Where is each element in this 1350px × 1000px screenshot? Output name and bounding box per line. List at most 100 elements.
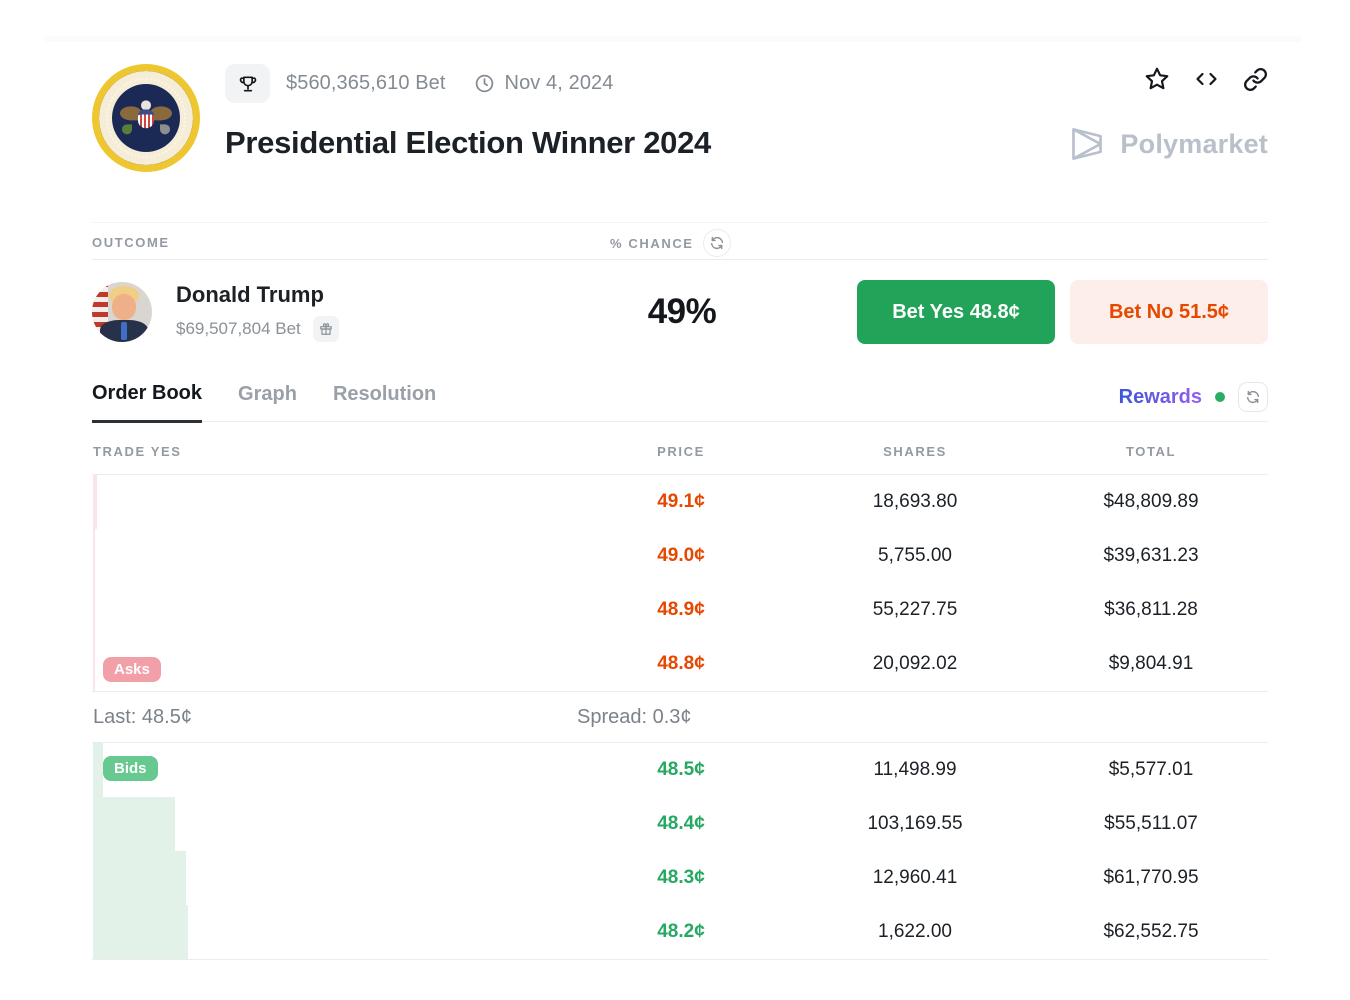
presidential-seal-avatar [92, 64, 200, 172]
ask-row[interactable]: 48.8¢ 20,092.02 $9,804.91 [92, 637, 1268, 691]
order-total: $48,809.89 [1103, 491, 1199, 512]
order-price: 49.0¢ [657, 545, 705, 566]
order-shares: 11,498.99 [873, 759, 957, 780]
order-shares: 18,693.80 [872, 491, 958, 512]
chance-column-label: % CHANCE [610, 235, 694, 251]
market-volume: $560,365,610 Bet [286, 72, 446, 94]
clock-icon [474, 73, 495, 94]
order-total: $62,552.75 [1103, 921, 1199, 942]
trade-yes-label: TRADE YES [93, 444, 182, 459]
order-price: 48.3¢ [657, 867, 705, 888]
ask-row[interactable]: 48.9¢ 55,227.75 $36,811.28 [92, 583, 1268, 637]
seal-dotted-ring [106, 78, 186, 158]
polymarket-brand[interactable]: Polymarket [1068, 126, 1268, 162]
rewards-link[interactable]: Rewards [1118, 385, 1202, 408]
order-total: $55,511.07 [1104, 813, 1198, 834]
embed-code-icon[interactable] [1193, 67, 1220, 91]
order-total: $61,770.95 [1103, 867, 1199, 888]
chance-value: 49% [647, 292, 717, 331]
candidate-name: Donald Trump [176, 282, 324, 307]
order-total: $5,577.01 [1108, 759, 1194, 780]
bet-buttons: Bet Yes 48.8¢ Bet No 51.5¢ [857, 280, 1268, 344]
order-price: 49.1¢ [657, 491, 705, 512]
refresh-chance-button[interactable] [702, 229, 731, 257]
order-shares: 55,227.75 [872, 599, 958, 620]
outcome-header-row: OUTCOME % CHANCE [92, 222, 1268, 260]
depth-bar [93, 797, 175, 851]
spread-value: Spread: 0.3¢ [577, 706, 692, 728]
market-header: $560,365,610 Bet Nov 4, 2024 Presidentia… [92, 60, 1268, 178]
top-divider [44, 36, 1302, 42]
order-total: $36,811.28 [1104, 599, 1198, 620]
bet-no-button[interactable]: Bet No 51.5¢ [1070, 280, 1268, 344]
asks-section: Asks 49.1¢ 18,693.80 $48,809.89 49.0¢ 5,755.… [92, 474, 1268, 691]
bet-yes-button[interactable]: Bet Yes 48.8¢ [857, 280, 1055, 344]
bid-row[interactable]: 48.4¢ 103,169.55 $55,511.07 [92, 797, 1268, 851]
tab-resolution[interactable]: Resolution [332, 383, 437, 405]
rewards-active-dot [1215, 392, 1225, 402]
order-price: 48.9¢ [657, 599, 705, 620]
market-meta-row: $560,365,610 Bet Nov 4, 2024 [225, 64, 1268, 103]
order-price: 48.8¢ [657, 653, 705, 674]
olive-branch [122, 124, 132, 135]
last-price: Last: 48.5¢ [93, 706, 192, 728]
outcome-info: Donald Trump $69,507,804 Bet [176, 282, 339, 342]
header-main: $560,365,610 Bet Nov 4, 2024 Presidentia… [225, 60, 1268, 161]
outcome-row: Donald Trump $69,507,804 Bet 49% Bet Yes… [92, 260, 1268, 364]
depth-bar [93, 851, 186, 905]
order-price: 48.2¢ [657, 921, 705, 942]
order-shares: 12,960.41 [872, 867, 958, 888]
refresh-book-button[interactable] [1238, 382, 1268, 412]
market-card: $560,365,610 Bet Nov 4, 2024 Presidentia… [92, 60, 1268, 960]
depth-bar [93, 637, 95, 691]
bid-row[interactable]: 48.2¢ 1,622.00 $62,552.75 [92, 905, 1268, 959]
arrows-bundle [160, 124, 170, 135]
eagle-right-wing [150, 106, 172, 121]
header-right: Polymarket [1068, 66, 1268, 162]
last-spread-row: Last: 48.5¢ Spread: 0.3¢ [92, 691, 1268, 742]
order-book-header: TRADE YES PRICE SHARES TOTAL [92, 422, 1268, 474]
bid-row[interactable]: 48.5¢ 11,498.99 $5,577.01 [92, 743, 1268, 797]
tabs-row: Order Book Graph Resolution Rewards [92, 374, 1268, 423]
tab-graph[interactable]: Graph [238, 383, 297, 405]
order-total: $9,804.91 [1108, 653, 1194, 674]
market-date-group: Nov 4, 2024 [474, 72, 614, 95]
polymarket-logo-icon [1068, 126, 1106, 162]
market-end-date: Nov 4, 2024 [504, 72, 614, 94]
eagle-head [141, 100, 151, 111]
candidate-volume-group: $69,507,804 Bet [176, 316, 339, 342]
order-shares: 1,622.00 [878, 921, 952, 942]
eagle-shield [138, 109, 154, 129]
order-total: $39,631.23 [1103, 545, 1199, 566]
tab-order-book[interactable]: Order Book [92, 382, 203, 423]
ask-row[interactable]: 49.0¢ 5,755.00 $39,631.23 [92, 529, 1268, 583]
brand-name: Polymarket [1120, 128, 1268, 159]
link-icon[interactable] [1243, 67, 1268, 92]
order-shares: 20,092.02 [872, 653, 958, 674]
depth-bar [93, 743, 103, 797]
depth-bar [93, 905, 188, 959]
asks-badge: Asks [103, 657, 161, 682]
order-price: 48.4¢ [657, 813, 705, 834]
price-column-header: PRICE [657, 444, 705, 459]
page-title: Presidential Election Winner 2024 [225, 125, 711, 160]
candidate-avatar [92, 282, 152, 342]
header-actions [1068, 66, 1268, 92]
order-shares: 5,755.00 [878, 545, 952, 566]
ask-row[interactable]: 49.1¢ 18,693.80 $48,809.89 [92, 475, 1268, 529]
depth-bar [93, 475, 97, 529]
bids-badge: Bids [103, 756, 158, 781]
total-column-header: TOTAL [1125, 444, 1177, 459]
eagle-icon [120, 100, 172, 135]
order-shares: 103,169.55 [867, 813, 963, 834]
eagle-left-wing [120, 106, 142, 121]
order-price: 48.5¢ [657, 759, 705, 780]
rewards-group: Rewards [1119, 382, 1268, 412]
bid-row[interactable]: 48.3¢ 12,960.41 $61,770.95 [92, 851, 1268, 905]
depth-bar [93, 583, 95, 637]
depth-bar [93, 529, 95, 583]
star-icon[interactable] [1144, 66, 1170, 92]
gift-icon[interactable] [312, 316, 339, 342]
outcome-column-label: OUTCOME [92, 235, 170, 250]
